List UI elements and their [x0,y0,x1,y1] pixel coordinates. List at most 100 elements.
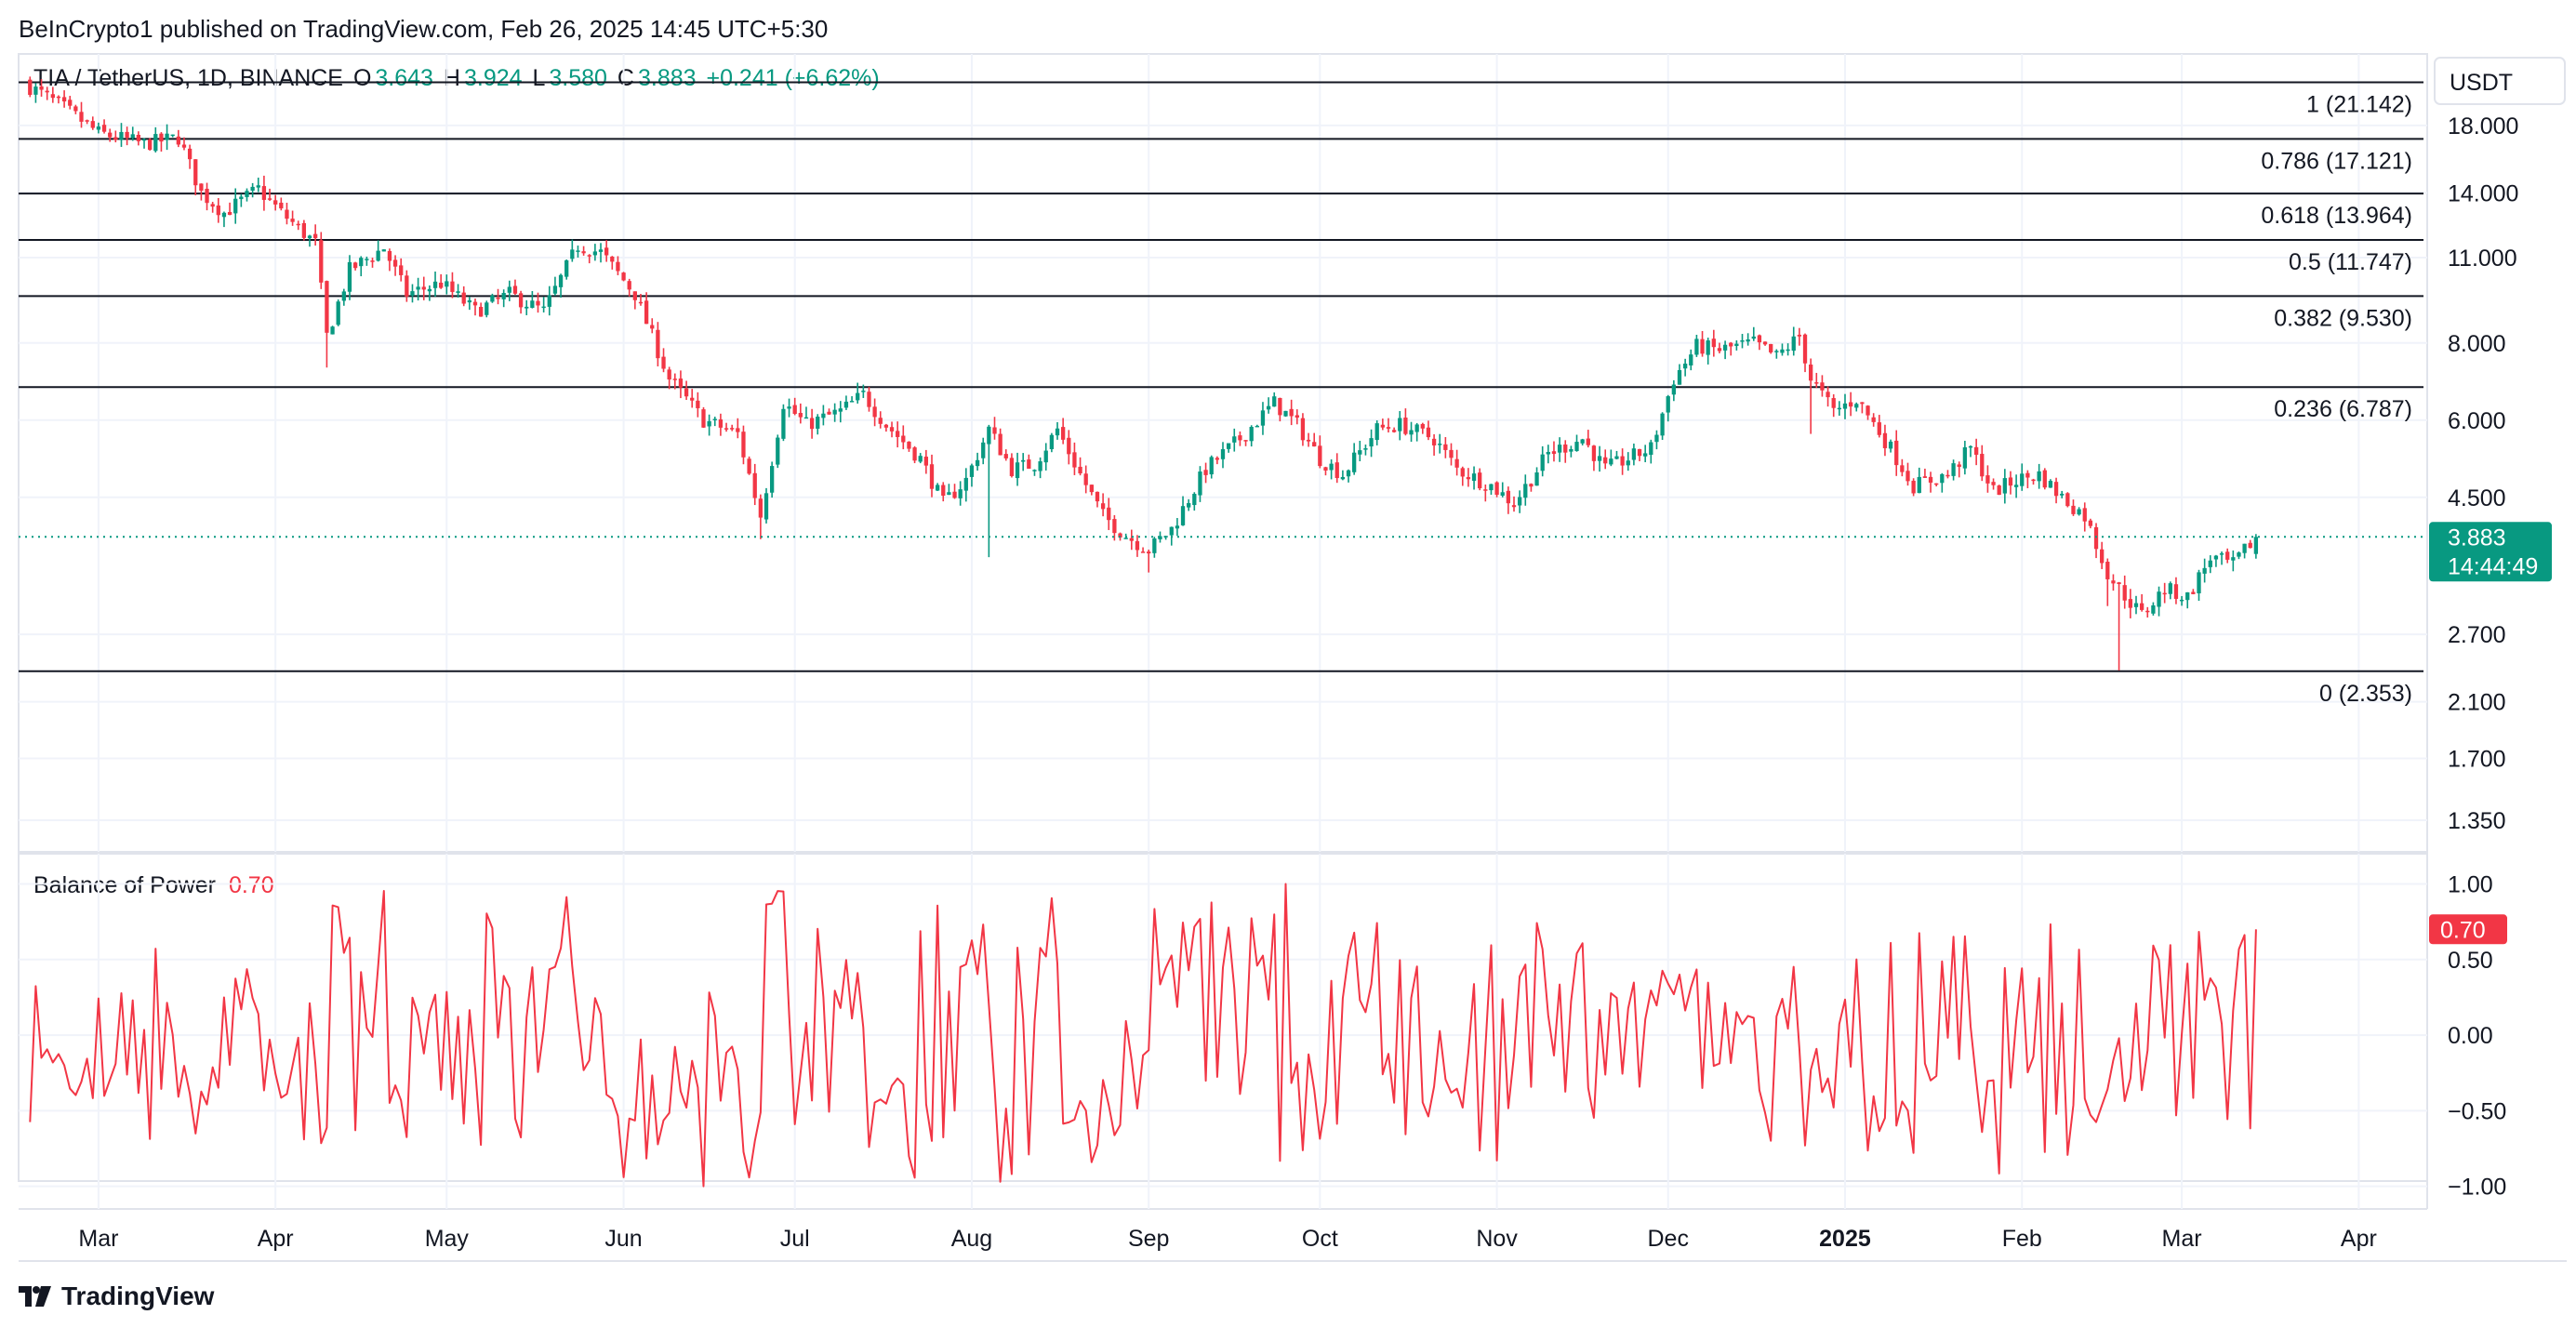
candle-body [421,286,426,290]
candle-body [399,265,404,275]
fib-level-label: 0.5 (11.747) [2289,249,2412,275]
candle-body [330,326,335,335]
candle-body [1677,369,1682,385]
candle-body [39,86,44,90]
time-axis-label: Dec [1647,1226,1688,1252]
candle-body [1003,454,1008,458]
candle-body [1095,491,1100,502]
candle-body [1882,432,1888,448]
candle-body [2237,552,2241,557]
candle-body [1842,403,1848,409]
candle-body [1078,466,1082,474]
candle-body [923,457,929,466]
candle-body [963,477,968,491]
candle-body [250,186,255,191]
price-axis-label: 8.000 [2448,331,2506,357]
candle-body [1649,442,1653,456]
candle-body [2002,478,2007,494]
candle-body [1671,384,1677,395]
candle-body [512,286,518,294]
indicator-axis-label: −0.50 [2448,1098,2506,1124]
candle-body [1187,503,1191,508]
candle-body [1426,427,1431,438]
candle-body [2111,580,2116,584]
candle-body [1414,424,1419,432]
candle-body [1563,444,1568,453]
candle-body [1220,449,1226,459]
candle-body [2053,482,2059,497]
candle-body [1140,551,1146,553]
candle-body [1985,475,1990,484]
candle-body [1762,341,1768,345]
candle-body [2037,471,2041,482]
candle-body [296,223,300,226]
candle-body [1774,351,1779,352]
candle-body [1255,425,1259,428]
candle-body [2242,543,2247,553]
candle-body [119,131,124,140]
chart-canvas[interactable]: 1 (21.142) 0.786 (17.121) 0.618 (13.964) 0.… [0,0,2576,1274]
time-axis-label: Jul [780,1226,810,1252]
candle-body [1534,472,1539,486]
candle-body [1968,445,1973,448]
candle-body [1243,440,1248,442]
tradingview-logo[interactable]: TradingView [19,1282,214,1311]
candle-body [1061,427,1066,440]
candle-body [2031,479,2036,482]
indicator-legend: Balance of Power 0.70 [33,872,274,899]
candle-body [1706,340,1710,355]
balance-of-power-series[interactable] [29,883,2257,1188]
candle-body [1420,423,1425,429]
candle-body [2139,603,2144,610]
candle-body [1991,482,1996,485]
candle-body [1192,494,1197,506]
candle-body [627,281,631,290]
low-value: 3.580 [549,65,607,91]
candle-body [165,133,169,140]
candle-body [1809,365,1813,381]
candle-body [747,458,751,474]
candle-body [1272,396,1277,407]
candle-body [616,261,620,272]
candle-body [2213,555,2219,560]
currency-button[interactable] [2434,57,2566,105]
candle-body [261,186,267,200]
candle-body [1848,402,1853,407]
candle-body [1363,448,1368,450]
indicator-name[interactable]: Balance of Power [33,872,216,898]
candle-body [1757,335,1762,343]
candle-body [1711,339,1716,348]
candle-body [1283,410,1288,417]
candle-body [935,485,940,491]
candle-body [1957,464,1961,467]
fib-level-label: 1 (21.142) [2306,91,2412,117]
candle-body [1802,334,1808,364]
candle-body [1443,444,1448,450]
candle-body [1888,441,1893,449]
candle-body [1369,438,1374,447]
candle-body [696,400,700,408]
currency-label: USDT [2450,70,2513,96]
price-axis[interactable]: 18.000 14.000 11.000 8.000 6.000 4.500 2.700 2.… [2448,113,2518,834]
candle-body [1038,461,1042,471]
indicator-axis[interactable]: 1.00 0.50 0.00 −0.50 −1.00 [2448,872,2506,1201]
candle-body [456,291,460,293]
candle-body [1175,525,1180,529]
candle-body [1409,430,1414,435]
candle-body [136,134,141,141]
candle-body [2082,508,2087,522]
candle-body [781,408,786,439]
candle-body [141,139,147,141]
symbol-name[interactable]: TIA / TetherUS, 1D, BINANCE [33,65,343,91]
candle-body [2093,526,2099,550]
candle-body [1951,463,1956,476]
indicator-value: 0.70 [228,872,274,898]
candle-body [1540,454,1545,471]
candle-body [1940,473,1945,484]
candle-body [1934,483,1939,485]
candle-body [239,196,244,200]
candle-body [518,293,524,308]
candlestick-series[interactable] [28,76,2259,671]
time-axis[interactable]: Mar Apr May Jun Jul Aug Sep Oct Nov Dec 2025 Feb Mar… [78,1226,2376,1252]
fibonacci-retracement[interactable]: 1 (21.142) 0.786 (17.121) 0.618 (13.964) 0.… [19,81,2423,707]
